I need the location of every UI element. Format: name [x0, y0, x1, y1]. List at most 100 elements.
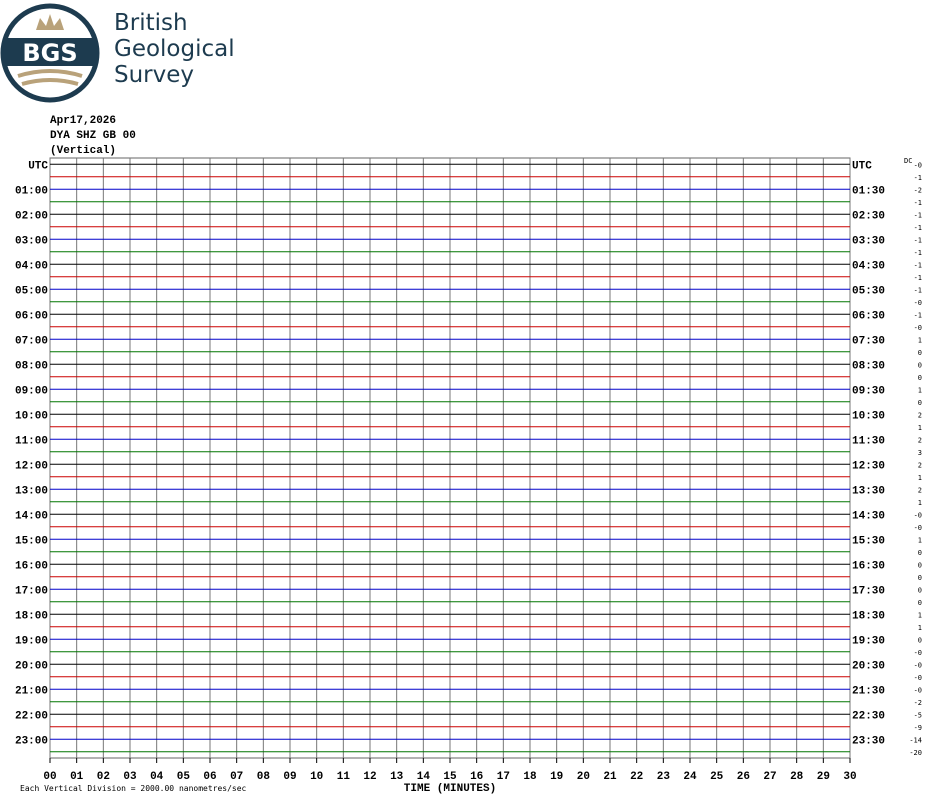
- logo-crown: [36, 14, 64, 30]
- dc-offset: -0: [914, 661, 922, 669]
- dc-offset: -0: [914, 511, 922, 519]
- dc-offset: 1: [918, 386, 922, 394]
- time-label: 19:30: [852, 635, 885, 647]
- dc-offset: 0: [918, 574, 922, 582]
- dc-offset: 0: [918, 361, 922, 369]
- time-label: 05:30: [852, 285, 885, 297]
- x-tick-label: 08: [257, 771, 271, 783]
- time-label: 12:30: [852, 460, 885, 472]
- time-label: 04:30: [852, 260, 885, 272]
- dc-offset: -0: [914, 299, 922, 307]
- x-tick-label: 25: [710, 771, 724, 783]
- time-label: 07:00: [15, 335, 48, 347]
- x-tick-label: 12: [363, 771, 376, 783]
- dc-offset: 0: [918, 599, 922, 607]
- x-tick-label: 24: [683, 771, 697, 783]
- time-label: 08:30: [852, 360, 885, 372]
- logo-band: [3, 38, 97, 66]
- time-label: 01:30: [852, 185, 885, 197]
- dc-offset: -14: [909, 736, 922, 744]
- time-label: 17:30: [852, 585, 885, 597]
- dc-offset: -1: [914, 311, 922, 319]
- dc-offset: -1: [914, 211, 922, 219]
- x-tick-label: 11: [337, 771, 351, 783]
- dc-offset: -1: [914, 224, 922, 232]
- time-label: 09:00: [15, 385, 48, 397]
- time-label: 18:30: [852, 610, 885, 622]
- dc-offset: 2: [918, 436, 922, 444]
- time-label: 10:30: [852, 410, 885, 422]
- x-tick-label: 14: [417, 771, 431, 783]
- time-label: 11:30: [852, 435, 885, 447]
- time-label: 03:00: [15, 235, 48, 247]
- dc-offset: 0: [918, 636, 922, 644]
- dc-offset: -5: [914, 711, 922, 719]
- time-label: 13:30: [852, 485, 885, 497]
- time-label: 12:00: [15, 460, 48, 472]
- dc-offset: -0: [914, 649, 922, 657]
- dc-offset: 1: [918, 336, 922, 344]
- dc-offset: 0: [918, 561, 922, 569]
- time-label: 08:00: [15, 360, 48, 372]
- x-tick-label: 28: [790, 771, 804, 783]
- time-label: 22:30: [852, 710, 885, 722]
- x-tick-label: 17: [497, 771, 510, 783]
- dc-offset: -2: [914, 699, 922, 707]
- logo-name: British: [114, 10, 188, 36]
- time-label: 23:00: [15, 735, 48, 747]
- time-label: 15:30: [852, 535, 885, 547]
- logo-fields: [17, 69, 83, 86]
- dc-offset: 0: [918, 399, 922, 407]
- dc-offset: -1: [914, 286, 922, 294]
- dc-offset: 0: [918, 549, 922, 557]
- time-label: 17:00: [15, 585, 48, 597]
- time-label: 18:00: [15, 610, 48, 622]
- x-tick-label: 18: [523, 771, 537, 783]
- dc-offset: -2: [914, 186, 922, 194]
- time-label: 09:30: [852, 385, 885, 397]
- dc-offset: -0: [914, 161, 922, 169]
- x-tick-label: 19: [550, 771, 563, 783]
- time-label: UTC: [28, 160, 48, 172]
- footer: Each Vertical Division = 2000.00 nanomet…: [20, 784, 247, 793]
- dc-offset: -0: [914, 524, 922, 532]
- time-label: 01:00: [15, 185, 48, 197]
- time-label: 16:30: [852, 560, 885, 572]
- dc-offset: -0: [914, 324, 922, 332]
- time-label: 06:30: [852, 310, 885, 322]
- channel: DYA SHZ GB 00: [50, 130, 136, 142]
- dc-offset: -1: [914, 199, 922, 207]
- time-label: 13:00: [15, 485, 48, 497]
- x-tick-label: 23: [657, 771, 671, 783]
- dc-offset: -9: [914, 724, 922, 732]
- time-label: 10:00: [15, 410, 48, 422]
- time-label: 21:30: [852, 685, 885, 697]
- x-tick-label: 29: [817, 771, 830, 783]
- dc-offset: 1: [918, 611, 922, 619]
- dc-offset: -0: [914, 686, 922, 694]
- dc-offset: 0: [918, 349, 922, 357]
- time-label: 16:00: [15, 560, 48, 572]
- time-label: 19:00: [15, 635, 48, 647]
- dc-offset: -1: [914, 274, 922, 282]
- dc-offset: 1: [918, 474, 922, 482]
- x-tick-label: 15: [443, 771, 457, 783]
- x-title: TIME (MINUTES): [404, 783, 496, 795]
- x-tick-label: 09: [283, 771, 296, 783]
- x-tick-label: 05: [177, 771, 191, 783]
- dc-offset: 2: [918, 461, 922, 469]
- dc-offset: 0: [918, 586, 922, 594]
- dc-offset: -20: [909, 749, 922, 757]
- dc-offset: 2: [918, 486, 922, 494]
- time-label: 15:00: [15, 535, 48, 547]
- time-label: 04:00: [15, 260, 48, 272]
- logo-name: Geological: [114, 36, 235, 62]
- time-label: 20:30: [852, 660, 885, 672]
- time-label: 02:30: [852, 210, 885, 222]
- time-label: 03:30: [852, 235, 885, 247]
- dc-header: DC: [904, 157, 912, 165]
- time-label: 02:00: [15, 210, 48, 222]
- logo-name: Survey: [114, 62, 194, 88]
- time-label: 14:30: [852, 510, 885, 522]
